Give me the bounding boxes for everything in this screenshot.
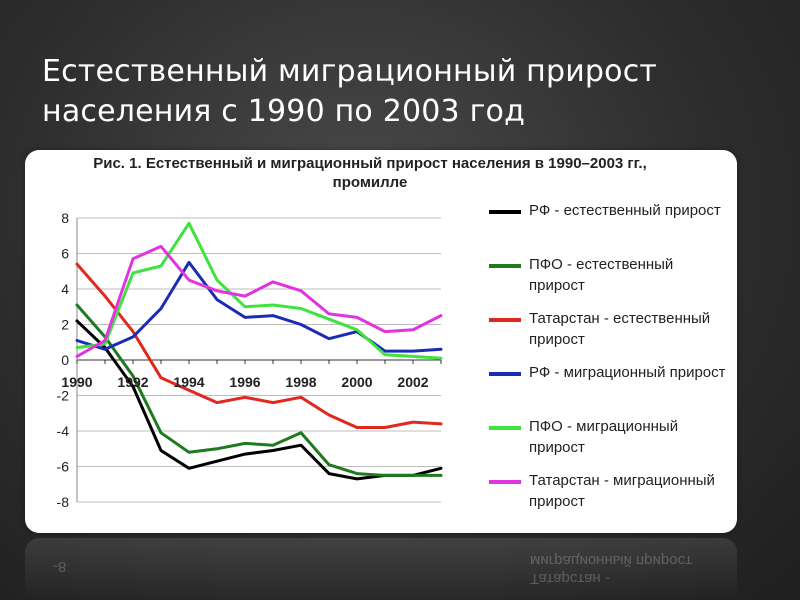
- legend-label: Татарстан - естественный прирост: [529, 310, 711, 348]
- x-tick-label: 1996: [229, 374, 260, 390]
- legend-swatch: [489, 210, 521, 214]
- legend-swatch: [489, 318, 521, 322]
- x-tick-label: 1990: [61, 374, 92, 390]
- series-line: [75, 221, 443, 360]
- x-tick-label: 2002: [397, 374, 428, 390]
- legend-item: Татарстан - миграционный прирост: [483, 470, 733, 524]
- chart-title-line-1: Рис. 1. Естественный и миграционный прир…: [93, 155, 647, 172]
- legend-label: ПФО - миграционный прирост: [529, 418, 679, 456]
- chart-card: 8 6 4 2 0 -2 -4 -6 -8 1990 1992 1994 1996 1998 2000 200…: [25, 150, 737, 533]
- y-tick-label: -2: [57, 388, 70, 404]
- y-tick-label: 8: [61, 210, 69, 226]
- y-tick-label: -6: [57, 459, 70, 475]
- slide-title: Естественный миграционный прирост населе…: [42, 52, 762, 132]
- y-tick-label: 6: [61, 246, 69, 262]
- legend-label: ПФО - естественный прирост: [529, 256, 674, 294]
- x-tick-label: 1994: [173, 374, 204, 390]
- reflection-text-b: миграционный прирост: [530, 552, 692, 569]
- chart-title-line-2: промилле: [332, 174, 408, 191]
- legend-label: РФ - естественный прирост: [529, 202, 721, 219]
- legend-swatch: [489, 426, 521, 430]
- y-tick-label: 0: [61, 352, 69, 368]
- reflection-tick: -8: [53, 558, 67, 575]
- y-tick-label: 2: [61, 317, 69, 333]
- chart-reflection: миграционный прирост Татарстан - -8: [25, 538, 737, 600]
- x-tick-label: 1998: [285, 374, 316, 390]
- series-line: [75, 262, 443, 429]
- reflection-text-a: Татарстан -: [530, 570, 610, 587]
- legend-item: ПФО - естественный прирост: [483, 254, 733, 308]
- slide-title-line-1: Естественный миграционный прирост: [42, 54, 658, 89]
- legend-swatch: [489, 372, 521, 376]
- legend-swatch: [489, 480, 521, 484]
- chart-title: Рис. 1. Естественный и миграционный прир…: [25, 154, 715, 192]
- y-tick-label: -8: [57, 494, 70, 510]
- series-line: [75, 244, 443, 358]
- legend-swatch: [489, 264, 521, 268]
- legend-item: ПФО - миграционный прирост: [483, 416, 733, 470]
- legend-item: Татарстан - естественный прирост: [483, 308, 733, 362]
- legend-label: РФ - миграционный прирост: [529, 364, 726, 381]
- series-line: [75, 260, 443, 353]
- chart-legend: РФ - естественный прирост ПФО - естествен…: [483, 200, 733, 524]
- series-line: [75, 303, 443, 477]
- line-chart: 8 6 4 2 0 -2 -4 -6 -8 1990 1992 1994 1996 1998 2000 200…: [57, 210, 443, 510]
- slide-title-line-2: населения с 1990 по 2003 год: [42, 94, 526, 129]
- x-tick-label: 1992: [117, 374, 148, 390]
- legend-item: РФ - естественный прирост: [483, 200, 733, 254]
- legend-item: РФ - миграционный прирост: [483, 362, 733, 416]
- legend-label: Татарстан - миграционный прирост: [529, 472, 715, 510]
- x-tick-label: 2000: [341, 374, 372, 390]
- y-tick-label: -4: [57, 423, 70, 439]
- y-tick-label: 4: [61, 281, 69, 297]
